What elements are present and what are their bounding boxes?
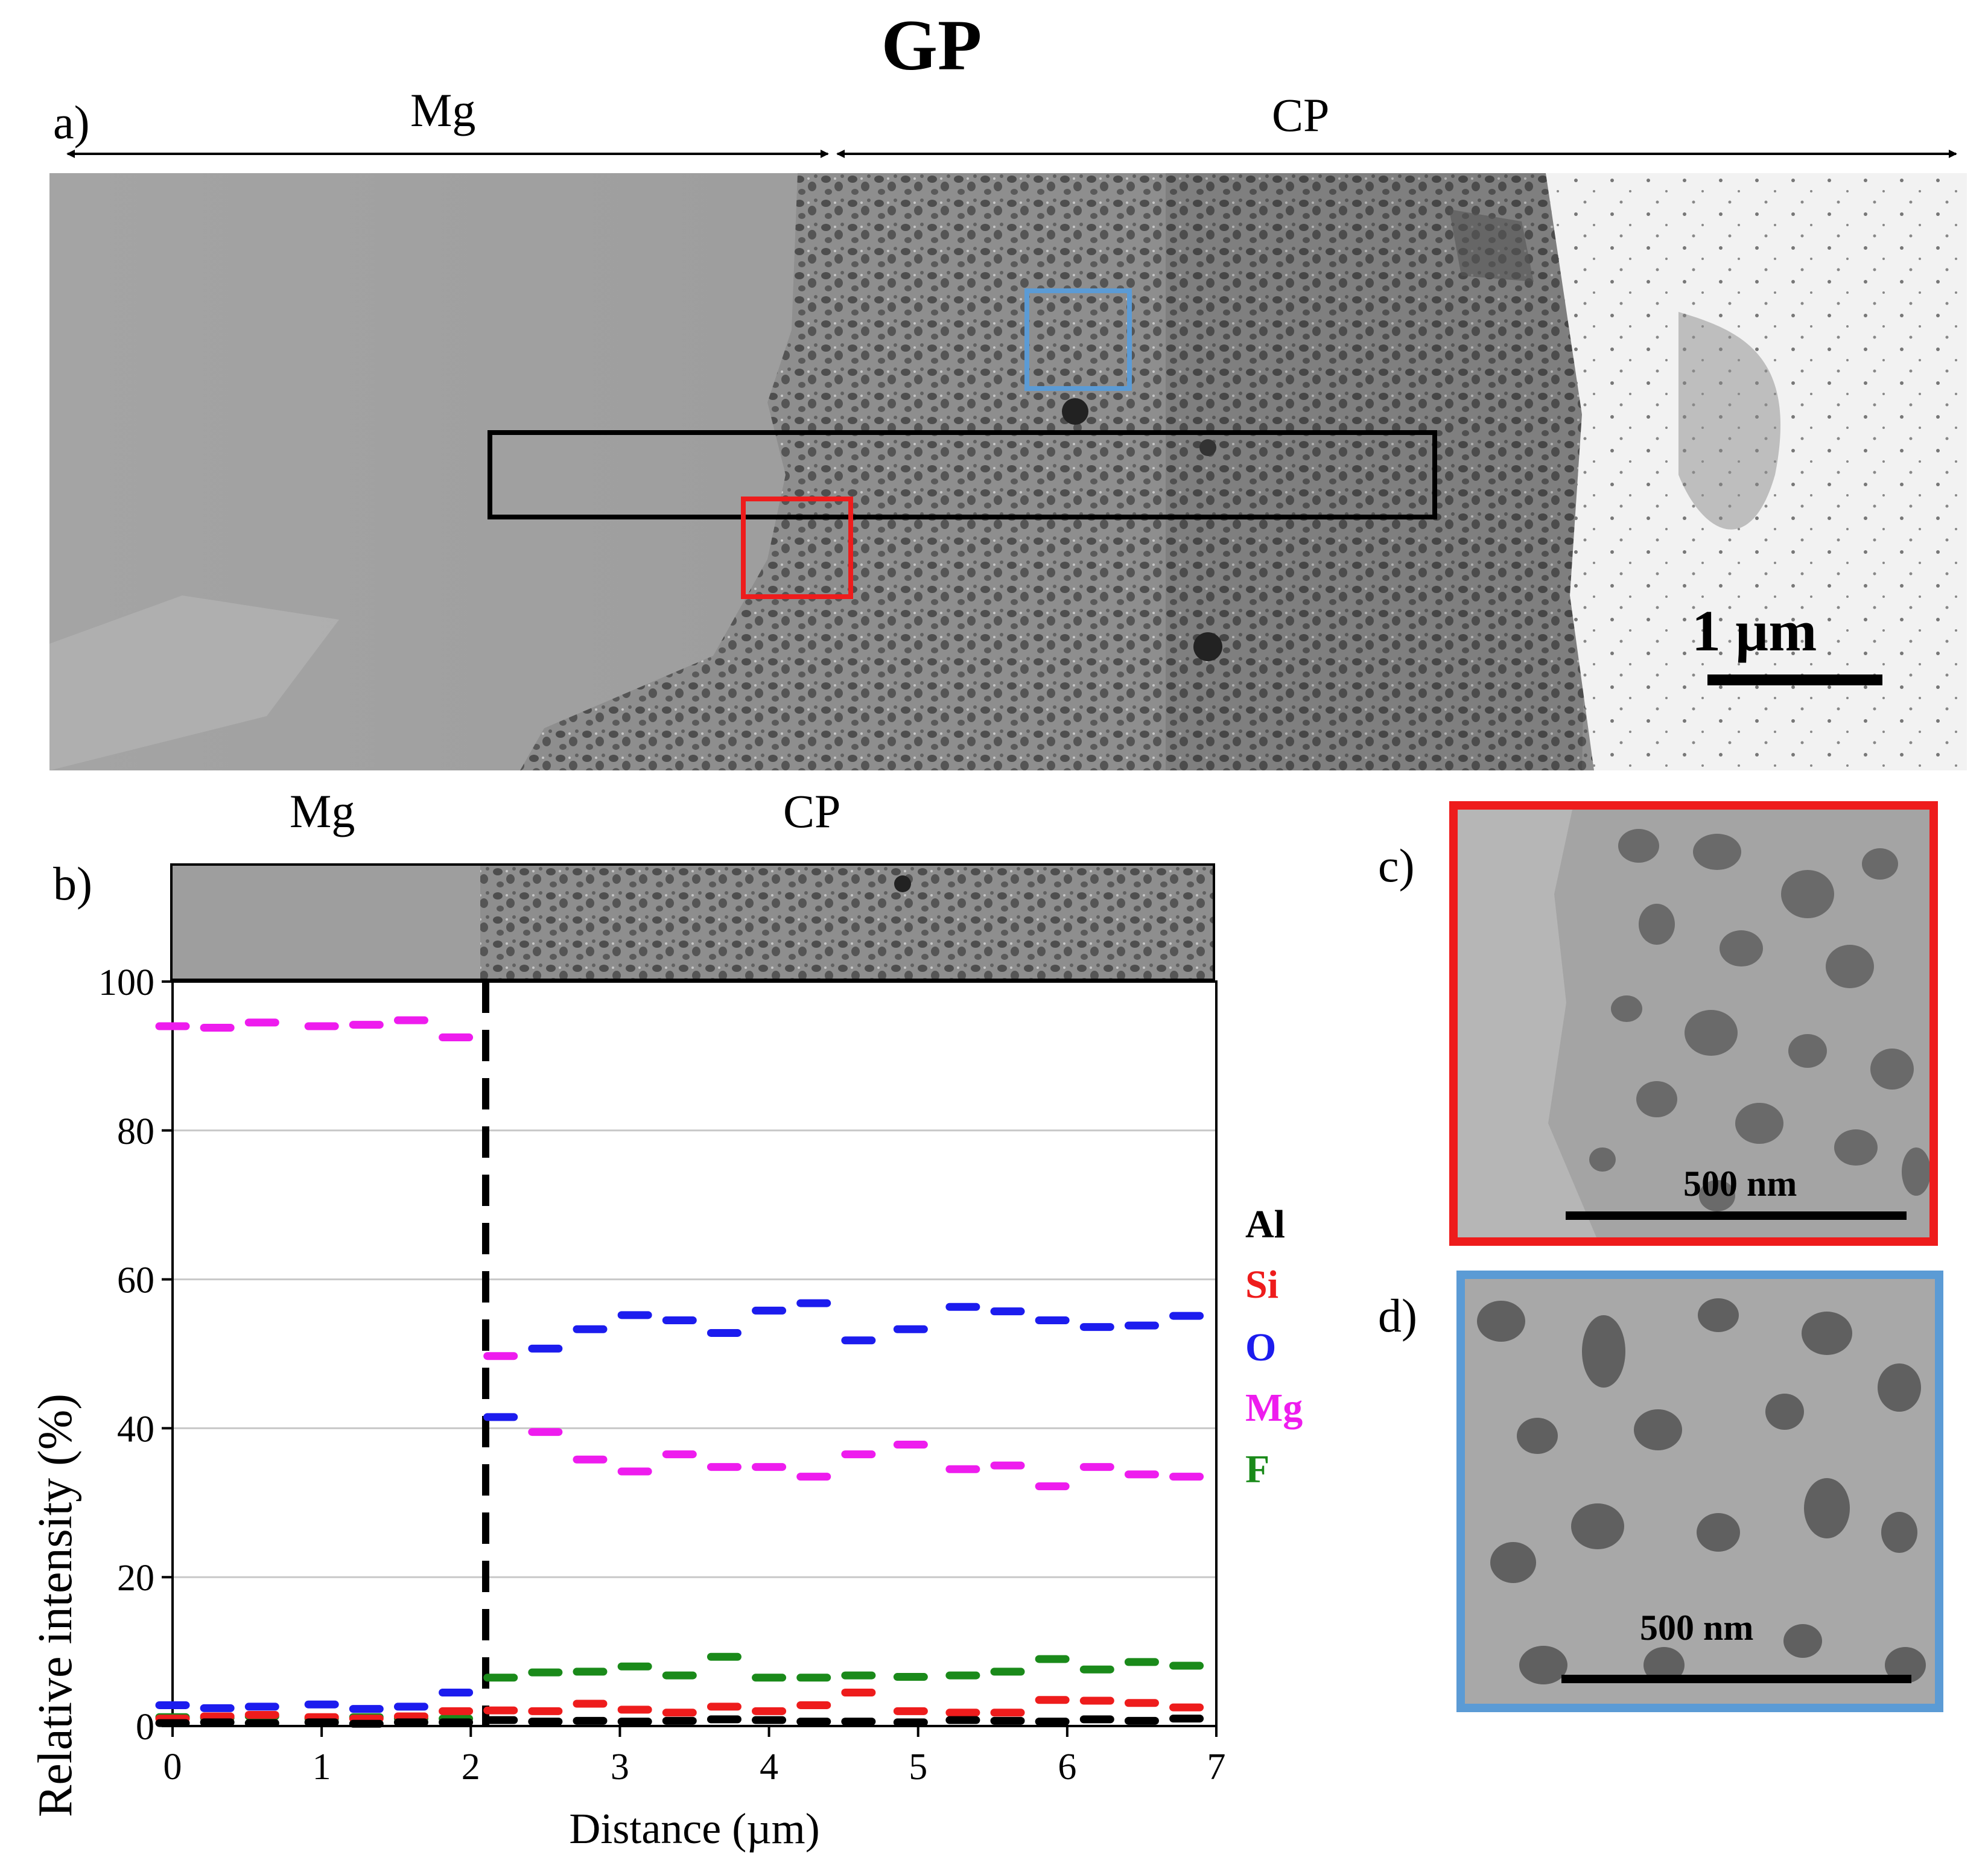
panel-a-scale-bar-label: 1 µm xyxy=(1692,598,1817,663)
line-scan-chart: 0 20 40 60 80 100 0 1 2 3 4 5 6 7 Distance (µm) Relat… xyxy=(29,965,1226,1853)
legend-item-o: O xyxy=(1245,1325,1277,1369)
panel-c-label: c) xyxy=(1378,839,1415,892)
red-roi-box xyxy=(741,497,853,599)
panel-c-scale-bar-label: 500 nm xyxy=(1683,1164,1797,1204)
panel-b-region-mg-label: Mg xyxy=(290,785,355,837)
y-tick-label: 20 xyxy=(117,1558,154,1599)
panel-a-region-arrows xyxy=(66,150,1957,158)
x-tick-label: 0 xyxy=(164,1747,182,1788)
x-tick-label: 2 xyxy=(462,1747,480,1788)
x-tick-label: 3 xyxy=(611,1747,629,1788)
line-scan-strip-image xyxy=(170,863,1215,981)
x-tick-label: 6 xyxy=(1058,1747,1076,1788)
line-scan-roi-box xyxy=(487,430,1437,519)
chart-x-axis-label: Distance (µm) xyxy=(569,1804,819,1853)
panel-a-region-mg-label: Mg xyxy=(410,84,476,136)
blue-roi-box xyxy=(1024,288,1132,391)
panel-b-region-cp-label: CP xyxy=(783,785,841,837)
panel-c-scale-bar xyxy=(1566,1211,1907,1220)
chart-plot-frame xyxy=(171,980,1218,1727)
chart-tick-group: 0 20 40 60 80 100 0 1 2 3 4 5 6 7 xyxy=(98,965,1226,1788)
y-tick-label: 0 xyxy=(136,1707,154,1748)
y-tick-label: 80 xyxy=(117,1111,154,1152)
panel-c-inset-image xyxy=(1449,801,1938,1246)
y-tick-label: 60 xyxy=(117,1260,154,1301)
figure-title: GP xyxy=(881,5,982,85)
panel-b-label: b) xyxy=(53,857,92,910)
panel-d-scale-bar-label: 500 nm xyxy=(1640,1608,1754,1648)
series-al xyxy=(155,1715,1204,1728)
chart-series-group xyxy=(155,982,1204,1728)
series-mg xyxy=(155,1016,1204,1491)
x-tick-label: 1 xyxy=(313,1747,331,1788)
legend-item-f: F xyxy=(1245,1447,1270,1491)
panel-a-region-cp-label: CP xyxy=(1272,89,1330,141)
series-o xyxy=(155,1299,1204,1713)
panel-d-scale-bar xyxy=(1561,1675,1911,1683)
sem-micrograph-overview xyxy=(49,173,1967,770)
legend-item-si: Si xyxy=(1245,1263,1279,1307)
chart-y-axis-label: Relative intensity (%) xyxy=(29,1394,82,1817)
panel-d-label: d) xyxy=(1378,1289,1417,1342)
panel-a-scale-bar xyxy=(1707,674,1882,685)
panel-a-label: a) xyxy=(53,96,90,148)
y-tick-label: 40 xyxy=(117,1409,154,1450)
x-tick-label: 7 xyxy=(1207,1747,1226,1788)
x-tick-label: 4 xyxy=(760,1747,778,1788)
series-si xyxy=(155,1688,1204,1723)
chart-gridlines xyxy=(173,1129,1216,1578)
y-tick-label: 100 xyxy=(98,965,154,1003)
panel-d-inset-image xyxy=(1456,1271,1943,1712)
x-tick-label: 5 xyxy=(909,1747,927,1788)
legend-item-al: Al xyxy=(1245,1202,1285,1246)
legend-item-mg: Mg xyxy=(1245,1386,1303,1430)
